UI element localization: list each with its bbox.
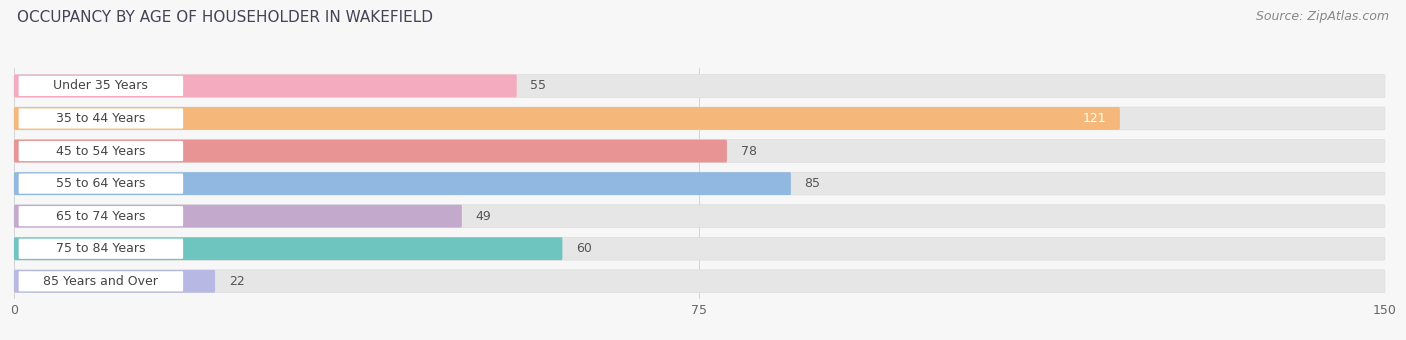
FancyBboxPatch shape — [14, 205, 463, 227]
Text: Under 35 Years: Under 35 Years — [53, 80, 148, 92]
FancyBboxPatch shape — [18, 141, 183, 161]
FancyBboxPatch shape — [18, 206, 183, 226]
Text: 49: 49 — [475, 210, 491, 223]
Text: 45 to 54 Years: 45 to 54 Years — [56, 144, 146, 157]
FancyBboxPatch shape — [14, 74, 517, 97]
FancyBboxPatch shape — [14, 237, 1385, 260]
Text: 55: 55 — [530, 80, 547, 92]
FancyBboxPatch shape — [14, 270, 1385, 293]
FancyBboxPatch shape — [14, 270, 215, 293]
Text: 35 to 44 Years: 35 to 44 Years — [56, 112, 145, 125]
FancyBboxPatch shape — [14, 172, 1385, 195]
Text: Source: ZipAtlas.com: Source: ZipAtlas.com — [1256, 10, 1389, 23]
Text: 85 Years and Over: 85 Years and Over — [44, 275, 159, 288]
Text: 78: 78 — [741, 144, 756, 157]
FancyBboxPatch shape — [18, 108, 183, 129]
Text: OCCUPANCY BY AGE OF HOUSEHOLDER IN WAKEFIELD: OCCUPANCY BY AGE OF HOUSEHOLDER IN WAKEF… — [17, 10, 433, 25]
FancyBboxPatch shape — [18, 271, 183, 291]
FancyBboxPatch shape — [18, 173, 183, 194]
Text: 121: 121 — [1083, 112, 1107, 125]
Text: 60: 60 — [576, 242, 592, 255]
FancyBboxPatch shape — [18, 76, 183, 96]
FancyBboxPatch shape — [18, 239, 183, 259]
FancyBboxPatch shape — [14, 74, 1385, 97]
FancyBboxPatch shape — [14, 205, 1385, 227]
Text: 55 to 64 Years: 55 to 64 Years — [56, 177, 146, 190]
FancyBboxPatch shape — [14, 107, 1121, 130]
Text: 75 to 84 Years: 75 to 84 Years — [56, 242, 146, 255]
FancyBboxPatch shape — [14, 107, 1385, 130]
FancyBboxPatch shape — [14, 172, 790, 195]
Text: 85: 85 — [804, 177, 821, 190]
FancyBboxPatch shape — [14, 140, 727, 163]
Text: 65 to 74 Years: 65 to 74 Years — [56, 210, 146, 223]
Text: 22: 22 — [229, 275, 245, 288]
FancyBboxPatch shape — [14, 237, 562, 260]
FancyBboxPatch shape — [14, 140, 1385, 163]
